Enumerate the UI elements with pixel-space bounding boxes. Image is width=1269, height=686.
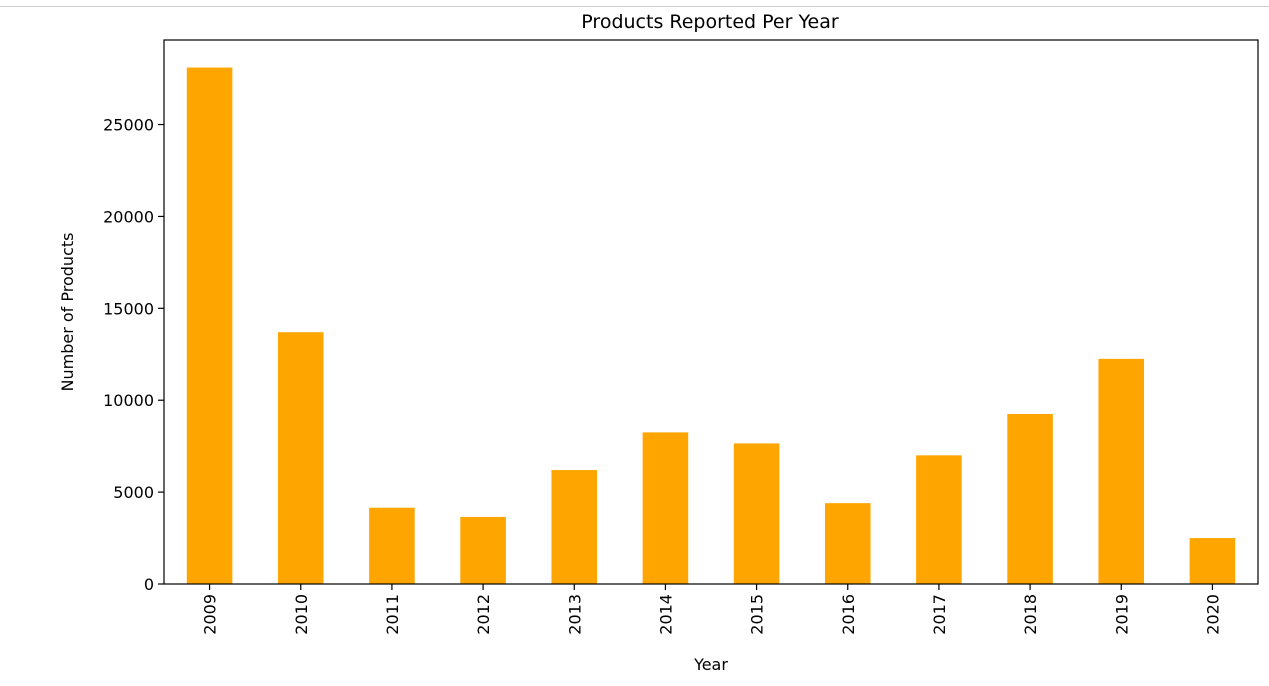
bar-2011 (369, 507, 415, 584)
x-tick-label: 2012 (474, 594, 493, 635)
bar-2020 (1189, 538, 1236, 584)
bar-2019 (1098, 358, 1145, 584)
bar-2014 (642, 432, 689, 584)
x-tick-label: 2014 (656, 594, 675, 635)
y-tick-label: 0 (144, 575, 154, 594)
x-tick-label: 2017 (930, 594, 949, 635)
x-tick-label: 2018 (1021, 594, 1040, 635)
x-tick-label: 2016 (839, 594, 858, 635)
x-axis-label: Year (693, 655, 728, 674)
bars-group (186, 67, 1236, 584)
bar-2010 (277, 332, 324, 584)
bar-2015 (733, 443, 780, 584)
x-tick-label: 2015 (748, 594, 767, 635)
x-tick-label: 2009 (201, 594, 220, 635)
x-tick-label: 2019 (1112, 594, 1131, 635)
bar-2013 (551, 470, 598, 584)
chart-title: Products Reported Per Year (581, 11, 839, 33)
x-axis: 2009 2010 2011 2012 2013 2014 2015 2016 2017 2018… (201, 584, 1222, 635)
bar-2016 (824, 503, 871, 584)
x-tick-label: 2010 (292, 594, 311, 635)
bar-2017 (916, 455, 962, 584)
y-axis-label: Number of Products (58, 233, 77, 392)
plot-frame (163, 39, 1259, 585)
y-tick-label: 5000 (113, 483, 154, 502)
y-tick-label: 10000 (103, 391, 154, 410)
y-tick-label: 25000 (103, 116, 154, 135)
x-tick-label: 2013 (565, 594, 584, 635)
bar-2012 (460, 516, 506, 584)
y-axis: 0 5000 10000 15000 20000 25000 (103, 116, 164, 594)
bar-2018 (1007, 414, 1053, 584)
bar-2009 (186, 67, 233, 584)
x-tick-label: 2020 (1203, 594, 1222, 635)
top-divider (0, 6, 1269, 7)
y-tick-label: 15000 (103, 299, 154, 318)
x-tick-label: 2011 (383, 594, 402, 635)
y-tick-label: 20000 (103, 207, 154, 226)
